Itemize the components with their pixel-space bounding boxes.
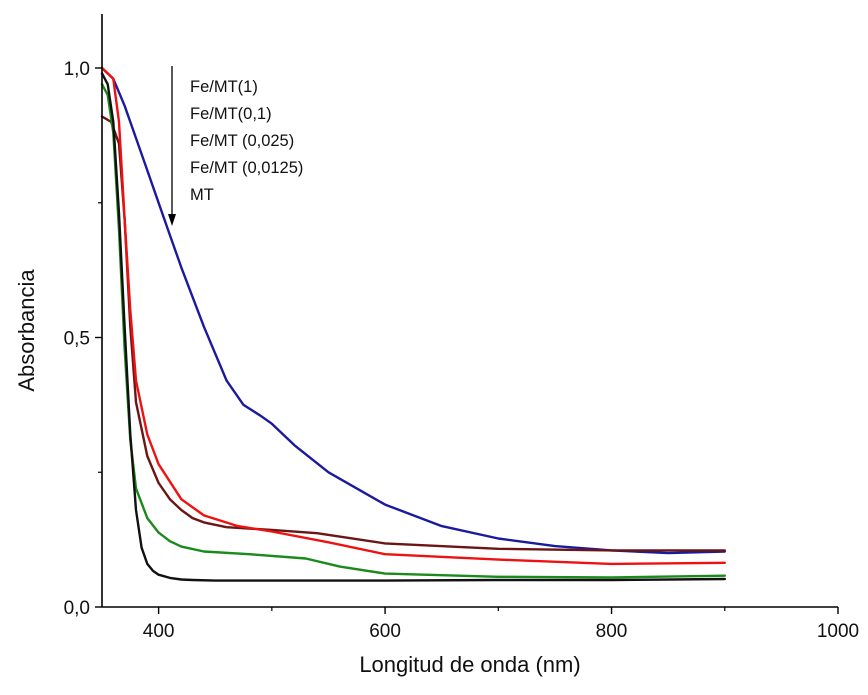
legend-entry: MT <box>190 186 214 204</box>
x-tick-label: 400 <box>143 621 175 642</box>
series-line-1 <box>100 115 726 552</box>
y-tick-label: 0,5 <box>64 329 90 350</box>
plot-area <box>100 66 726 582</box>
axes: 400 600 800 1000 0,0 0,5 1,0 <box>64 14 859 642</box>
x-tick-label: 800 <box>596 621 628 642</box>
x-tick-label: 1000 <box>817 621 859 642</box>
legend-entry: Fe/MT (0,025) <box>190 132 294 150</box>
series-line-0 <box>100 66 726 555</box>
y-tick-label: 0,0 <box>64 598 90 619</box>
legend-entry: Fe/MT (0,0125) <box>190 159 303 177</box>
x-tick-label: 600 <box>369 621 401 642</box>
legend: Fe/MT(1) Fe/MT(0,1) Fe/MT (0,025) Fe/MT (0,… <box>168 66 303 226</box>
legend-entry: Fe/MT(1) <box>190 78 258 96</box>
x-axis-title: Longitud de onda (nm) <box>359 652 580 677</box>
y-tick-label: 1,0 <box>64 59 90 80</box>
series-line-4 <box>100 72 726 582</box>
series-line-2 <box>100 66 726 566</box>
legend-arrow-head <box>168 214 176 226</box>
y-axis-title: Absorbancia <box>14 269 39 392</box>
legend-entry: Fe/MT(0,1) <box>190 105 272 123</box>
